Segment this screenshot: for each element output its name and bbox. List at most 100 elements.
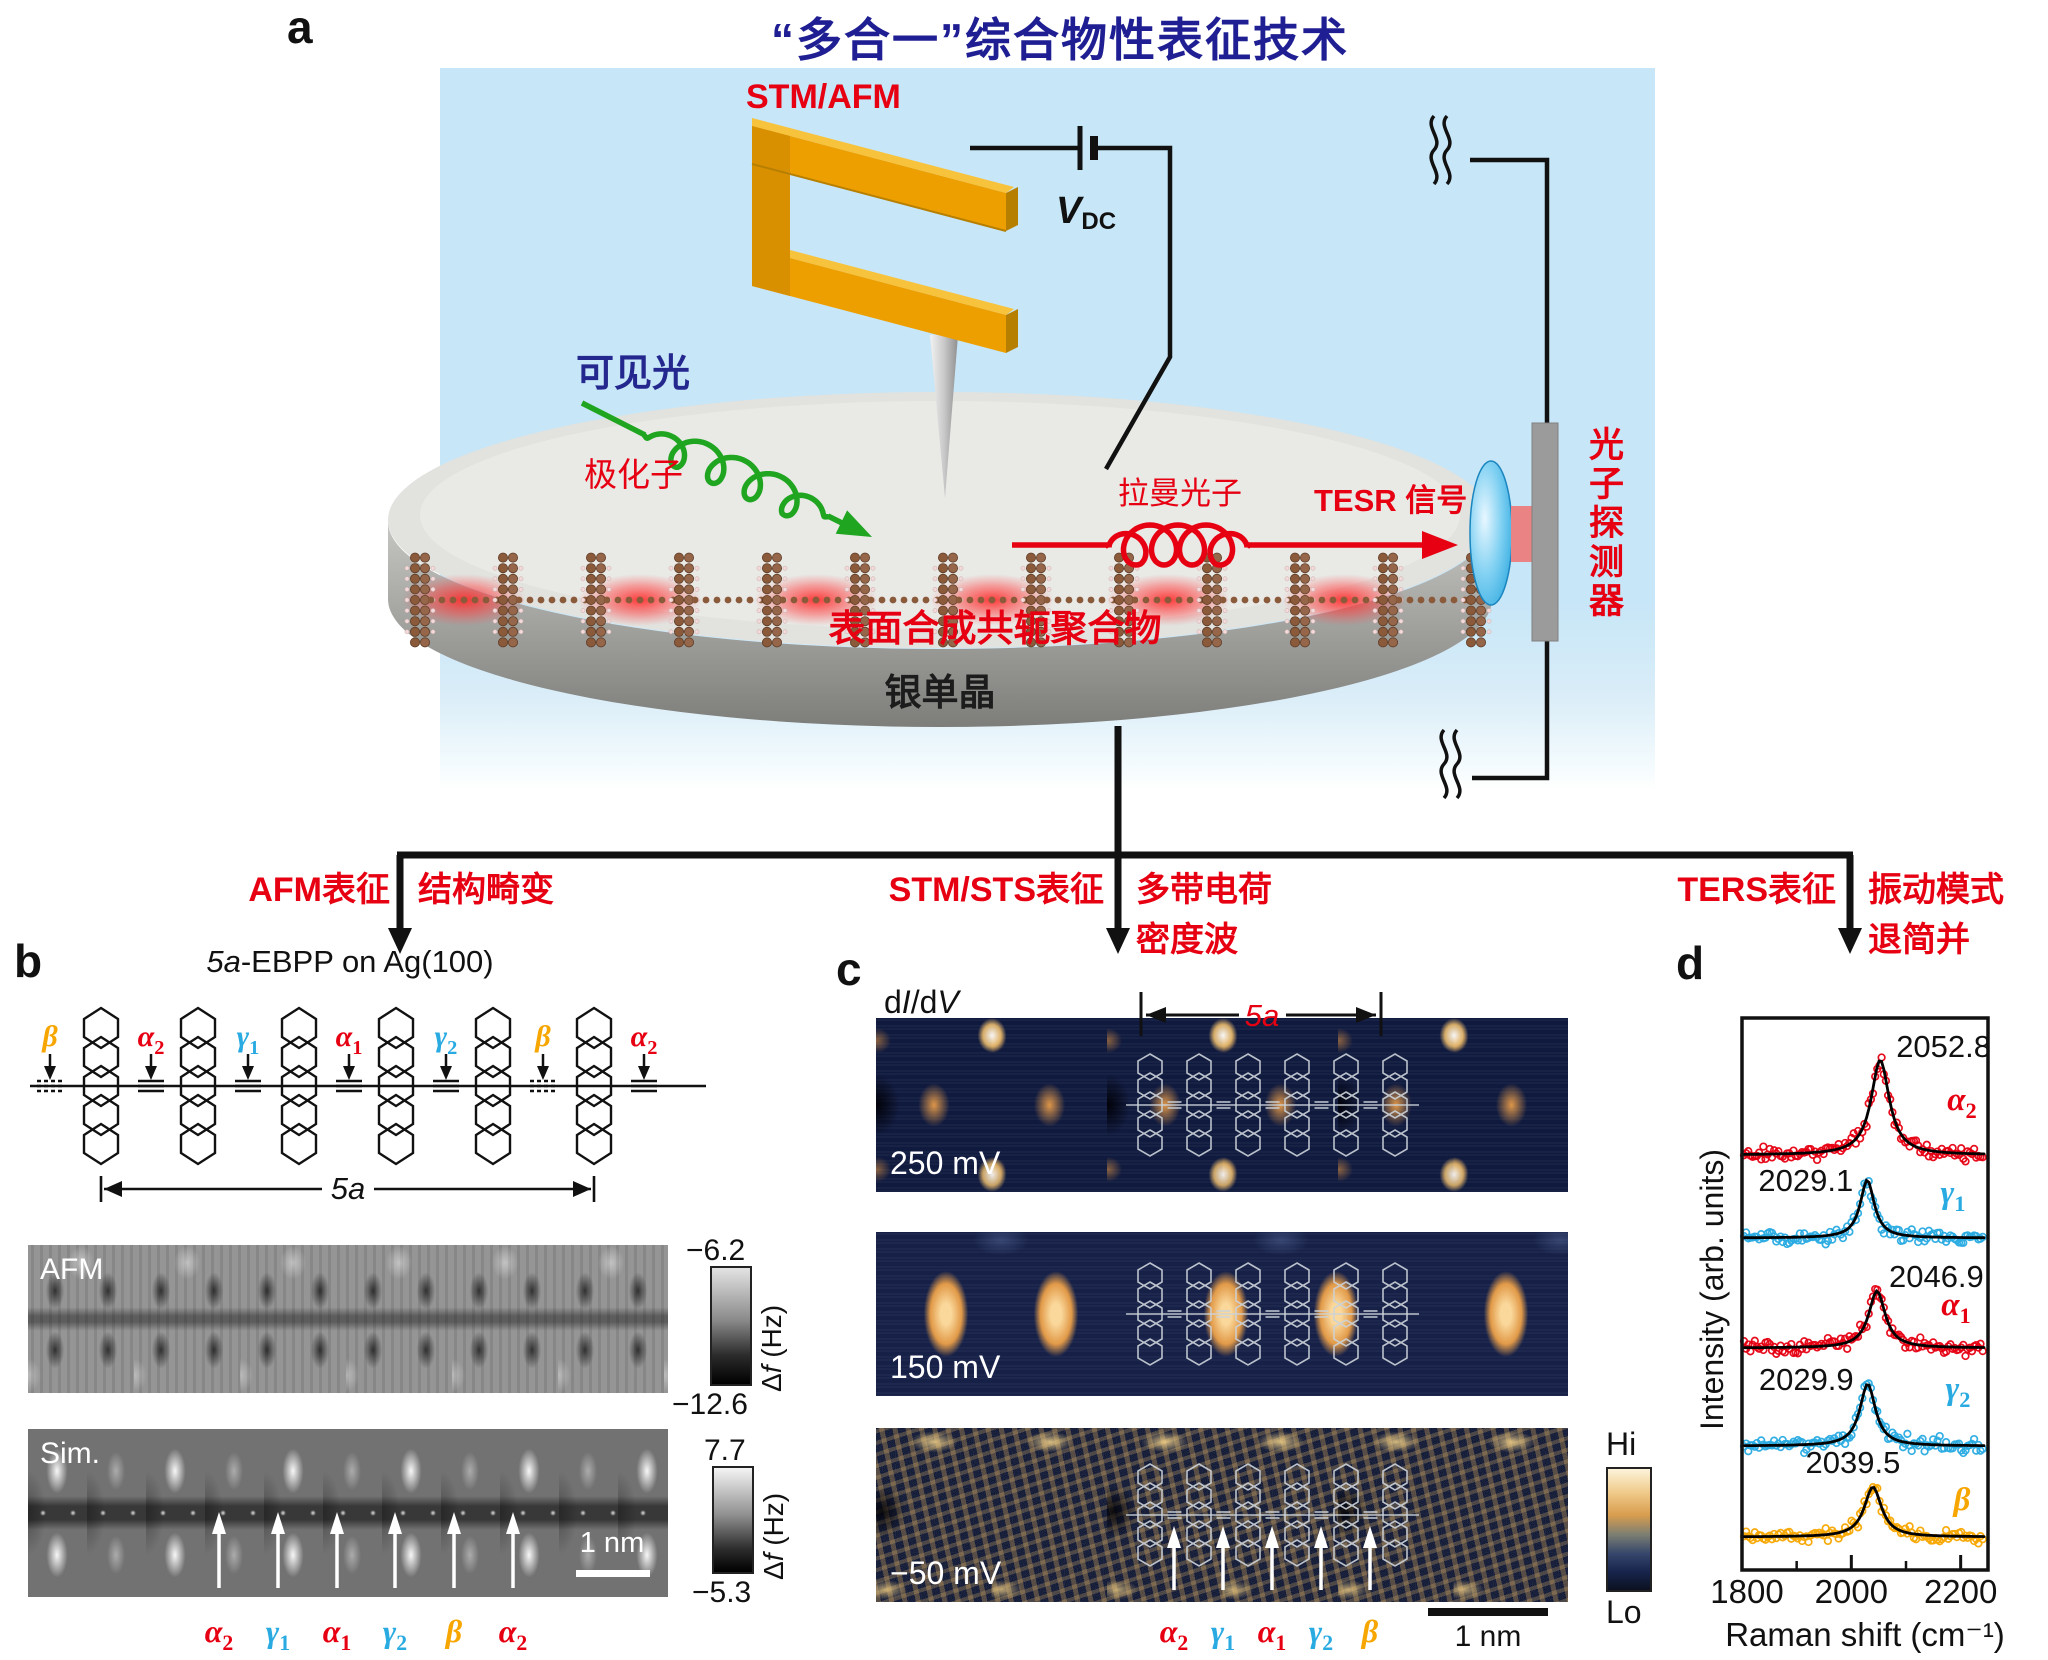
afm-image-tag: AFM — [40, 1253, 104, 1286]
visible-light-label: 可见光 — [576, 353, 691, 395]
afm-colorbar-max: −6.2 — [686, 1234, 746, 1267]
site-label-γ2: γ2 — [383, 1613, 407, 1655]
sim-colorbar-min: −5.3 — [692, 1576, 752, 1609]
unit-f: f — [756, 1365, 787, 1374]
site-label-β: β — [1952, 1482, 1971, 1518]
site-label-β: β — [445, 1613, 463, 1649]
detector-sensor — [1511, 506, 1532, 562]
molecule-overlay — [1126, 1463, 1419, 1567]
branch-arrow-lines — [388, 726, 1862, 954]
panel-a-letter: a — [287, 1, 313, 53]
branch-method-2: TERS表征 — [1677, 871, 1836, 909]
lorentzian-fit — [1742, 1485, 1986, 1539]
bias-tag-250mv: 250 mV — [890, 1145, 1001, 1181]
site-label-α2: α2 — [205, 1613, 234, 1655]
x-tick-2200: 2200 — [1924, 1573, 1997, 1610]
polaron-label: 极化子 — [584, 456, 683, 493]
c-scale-bar-label: 1 nm — [1454, 1620, 1522, 1653]
c-span-label: 5a — [1245, 998, 1279, 1033]
peak-value-α1: 2046.9 — [1889, 1259, 1984, 1294]
b-span-label: 5a — [331, 1171, 365, 1206]
branch-arrows-drawing — [388, 726, 1862, 954]
raman-photon-wave — [1012, 522, 1458, 568]
qplus-sensor — [751, 118, 1018, 498]
sim-site-arrow — [212, 1512, 226, 1534]
stm-annotations-drawing: 5a α2 γ1 α1 γ2 β — [1126, 992, 1419, 1655]
raman-photon-label: 拉曼光子 — [1118, 476, 1242, 511]
bias-tag-minus50mv: −50 mV — [890, 1555, 1002, 1591]
spectrum-γ2 — [1739, 1379, 1987, 1458]
sim-colorbar-max: 7.7 — [704, 1434, 746, 1467]
didv-d2: /d — [910, 984, 938, 1020]
sim-site-arrow — [330, 1512, 344, 1534]
spectrum-β — [1739, 1483, 1987, 1548]
bias-v: V — [1056, 190, 1082, 232]
x-tick-1800: 1800 — [1710, 1573, 1783, 1610]
lorentzian-fit — [1742, 1059, 1986, 1156]
branch-result-1-1: 密度波 — [1136, 921, 1238, 959]
ebpp-structure — [30, 1006, 706, 1166]
sim-site-arrow — [271, 1512, 285, 1534]
site-label-α1: α1 — [323, 1613, 352, 1655]
bias-voltage-label: VDC — [1056, 190, 1116, 236]
c-colorbar-lo: Lo — [1606, 1594, 1642, 1630]
bias-circuit-wire — [970, 126, 1173, 471]
spectrum-α1 — [1739, 1284, 1987, 1361]
stm-afm-label: STM/AFM — [746, 78, 901, 116]
branch-result-1-0: 多带电荷 — [1136, 871, 1272, 909]
peak-value-α2: 2052.8 — [1896, 1029, 1991, 1064]
stm-site-arrow — [1216, 1526, 1230, 1548]
site-label-γ1: γ1 — [1211, 1613, 1235, 1655]
site-label-γ2: γ2 — [435, 1020, 458, 1059]
sim-colorbar — [712, 1466, 754, 1574]
site-label-β: β — [41, 1020, 58, 1053]
site-label-α2: α2 — [1160, 1613, 1189, 1655]
silver-crystal-label: 银单晶 — [884, 672, 996, 713]
c-colorbar — [1606, 1467, 1652, 1592]
lorentzian-fit — [1742, 1178, 1986, 1240]
peak-value-γ2: 2029.9 — [1759, 1362, 1854, 1397]
didv-label: dI/dV — [884, 984, 959, 1021]
branch-result-0-0: 结构畸变 — [418, 871, 554, 909]
stm-site-arrow — [1314, 1526, 1328, 1548]
lorentzian-fit — [1742, 1383, 1986, 1447]
stm-site-arrow — [1265, 1526, 1279, 1548]
panel-b-title-rest: -EBPP on Ag(100) — [240, 944, 494, 979]
sim-site-arrow — [447, 1512, 461, 1534]
unit-rest: (Hz) — [756, 1304, 787, 1366]
site-label-α1: α1 — [336, 1020, 363, 1059]
x-tick-2000: 2000 — [1815, 1573, 1888, 1610]
molecule-overlay — [1126, 1053, 1419, 1157]
bias-sub: DC — [1081, 208, 1117, 235]
branch-method-0: AFM表征 — [248, 871, 390, 909]
afm-colorbar-min: −12.6 — [672, 1388, 748, 1421]
didv-v: V — [937, 984, 959, 1020]
branch-result-2-1: 退简并 — [1868, 921, 1970, 959]
c-colorbar-hi: Hi — [1606, 1426, 1637, 1462]
site-label-γ1: γ1 — [1941, 1175, 1966, 1216]
molecule-overlay — [1126, 1262, 1419, 1366]
detector-body — [1531, 422, 1559, 642]
afm-colorbar — [710, 1266, 752, 1386]
5a-span-arrow — [99, 1176, 596, 1202]
chemical-structure-drawing: β α2 γ1 α1 γ2 β α2 5a — [30, 1006, 706, 1206]
site-label-α2: α2 — [1947, 1082, 1976, 1123]
photon-detector-label: 光子探测器 — [1584, 426, 1623, 621]
site-label-α2: α2 — [138, 1020, 165, 1059]
afm-colorbar-unit: Δf (Hz) — [756, 1262, 788, 1392]
stm-tip — [930, 335, 958, 498]
spectrum-γ1 — [1739, 1177, 1987, 1249]
setup-schematic-drawing — [388, 114, 1559, 800]
plot-frame — [1740, 1016, 1990, 1572]
b-scale-bar-label: 1 nm — [580, 1527, 644, 1559]
c-span-arrow — [1139, 992, 1383, 1036]
bias-tag-150mv: 150 mV — [890, 1349, 1001, 1385]
site-label-γ1: γ1 — [237, 1020, 260, 1059]
figure-title: “多合一”综合物性表征技术 — [771, 14, 1349, 66]
panel-b-title: 5a-EBPP on Ag(100) — [100, 944, 600, 980]
stm-site-arrow — [1363, 1526, 1377, 1548]
sim-annotations-drawing: α2 γ1 α1 γ2 β α2 1 nm — [205, 1512, 650, 1655]
branch-method-1: STM/STS表征 — [888, 871, 1104, 909]
stm-site-arrow — [1167, 1526, 1181, 1548]
raman-x-axis-label: Raman shift (cm⁻¹) — [1725, 1616, 2005, 1653]
